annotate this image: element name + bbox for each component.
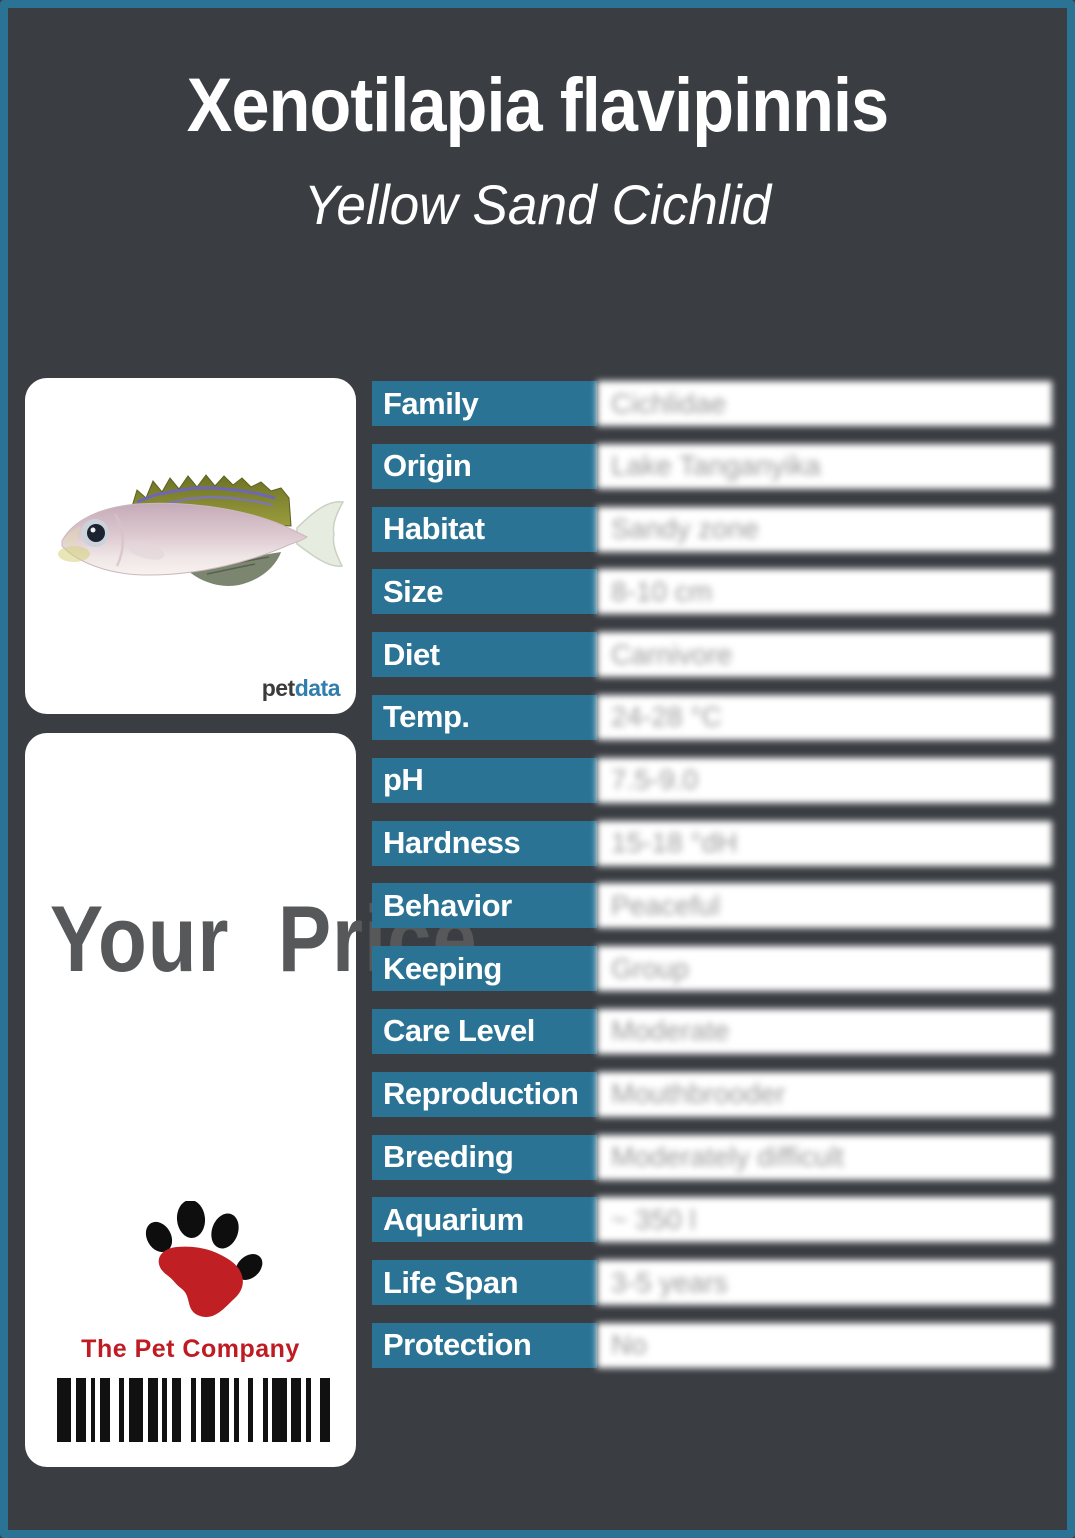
row-label: Behavior xyxy=(372,883,597,929)
row-label: Breeding xyxy=(372,1134,597,1180)
table-row: Reproduction Mouthbrooder xyxy=(372,1071,1052,1117)
price-card: Your Price The Pet Company xyxy=(25,733,478,1467)
paw-icon xyxy=(145,1201,263,1318)
row-label: Temp. xyxy=(372,694,597,740)
row-label: Aquarium xyxy=(372,1197,597,1243)
row-label: Habitat xyxy=(372,506,597,552)
page-subtitle: Yellow Sand Cichlid xyxy=(303,173,772,236)
row-value: ~ 350 l xyxy=(597,1197,1052,1243)
info-table: Family Cichlidae Origin Lake Tanganyika … xyxy=(372,381,1052,1386)
table-row: Care Level Moderate xyxy=(372,1008,1052,1054)
table-row: Family Cichlidae xyxy=(372,381,1052,426)
row-value: Moderately difficult xyxy=(597,1134,1052,1180)
row-value: 24-28 °C xyxy=(597,694,1052,740)
row-value: Peaceful xyxy=(597,883,1052,929)
table-row: Temp. 24-28 °C xyxy=(372,694,1052,740)
row-value: 7.5-9.0 xyxy=(597,757,1052,803)
table-row: Size 8-10 cm xyxy=(372,569,1052,615)
row-label: pH xyxy=(372,757,597,803)
fish-photo xyxy=(58,474,345,586)
table-row: Habitat Sandy zone xyxy=(372,506,1052,552)
table-row: Diet Carnivore xyxy=(372,632,1052,678)
row-label: Family xyxy=(372,381,597,426)
table-row: Origin Lake Tanganyika xyxy=(372,443,1052,489)
row-label: Diet xyxy=(372,632,597,678)
your-price-label: Your Price xyxy=(49,886,478,991)
table-row: Behavior Peaceful xyxy=(372,883,1052,929)
row-label: Life Span xyxy=(372,1260,597,1306)
petdata-logo-data: data xyxy=(294,675,341,701)
row-label: Protection xyxy=(372,1322,597,1368)
table-row: Keeping Group xyxy=(372,946,1052,992)
company-name: The Pet Company xyxy=(81,1335,300,1363)
row-value: 3-5 years xyxy=(597,1260,1052,1306)
row-label: Hardness xyxy=(372,820,597,866)
row-label: Reproduction xyxy=(372,1071,597,1117)
row-value: Moderate xyxy=(597,1008,1052,1054)
petdata-logo: petdata xyxy=(261,675,341,702)
row-value: Group xyxy=(597,946,1052,992)
page-title: Xenotilapia flavipinnis xyxy=(186,63,889,148)
row-value: No xyxy=(597,1322,1052,1368)
table-row: Protection No xyxy=(372,1322,1052,1368)
table-row: Hardness 15-18 °dH xyxy=(372,820,1052,866)
fish-photo-card: petdata xyxy=(25,378,356,714)
row-label: Care Level xyxy=(372,1008,597,1054)
row-value: 15-18 °dH xyxy=(597,820,1052,866)
barcode xyxy=(57,1378,330,1442)
row-value: Sandy zone xyxy=(597,506,1052,552)
row-value: 8-10 cm xyxy=(597,569,1052,615)
row-value: Lake Tanganyika xyxy=(597,443,1052,489)
petdata-logo-pet: pet xyxy=(261,675,296,701)
row-label: Keeping xyxy=(372,946,597,992)
row-label: Size xyxy=(372,569,597,615)
table-row: pH 7.5-9.0 xyxy=(372,757,1052,803)
table-row: Life Span 3-5 years xyxy=(372,1260,1052,1306)
row-label: Origin xyxy=(372,443,597,489)
table-row: Aquarium ~ 350 l xyxy=(372,1197,1052,1243)
row-value: Carnivore xyxy=(597,632,1052,678)
row-value: Cichlidae xyxy=(597,381,1052,426)
table-row: Breeding Moderately difficult xyxy=(372,1134,1052,1180)
row-value: Mouthbrooder xyxy=(597,1071,1052,1117)
